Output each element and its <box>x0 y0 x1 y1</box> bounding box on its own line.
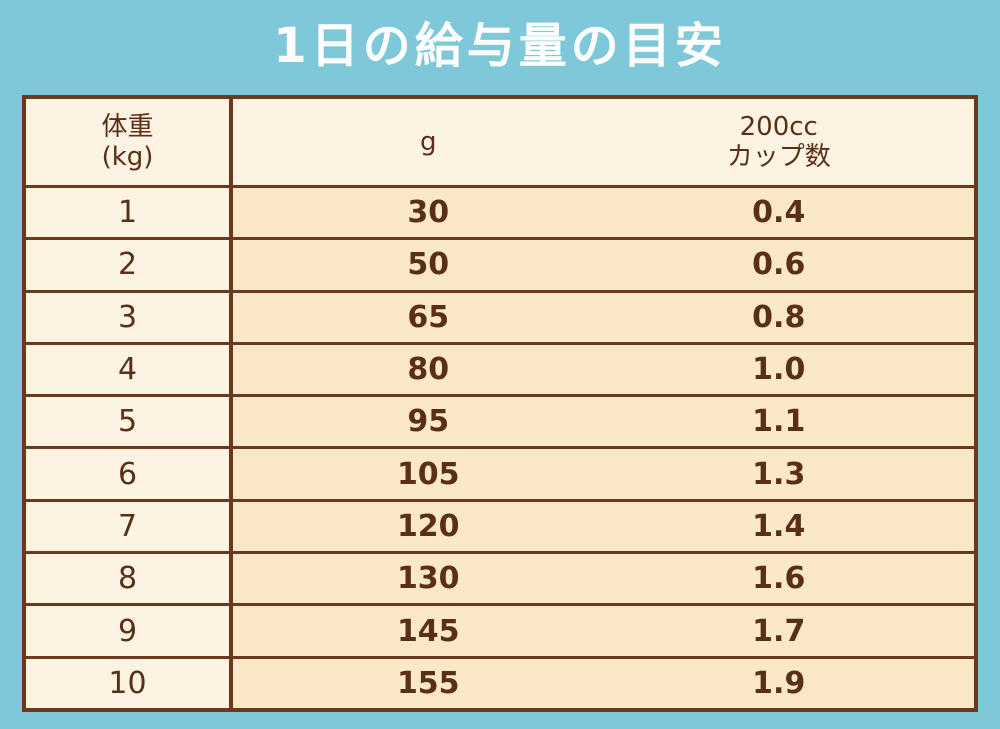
table-cell: 95 <box>233 394 604 447</box>
header-cell: g <box>233 99 604 185</box>
table-cell: 145 <box>233 603 604 656</box>
table-cell: 130 <box>233 551 604 604</box>
header-text: (kg) <box>101 142 154 172</box>
table-cell: 9 <box>26 603 233 656</box>
header-text: 200cc <box>739 112 818 142</box>
table-cell: 1.6 <box>603 551 974 604</box>
table-cell: 1.7 <box>603 603 974 656</box>
table-cell: 0.8 <box>603 289 974 342</box>
table: 体重 (kg) g 200cc カップ数 1 30 0.4 2 50 0.6 3 65 0.8 4 80 1.0… <box>22 95 978 712</box>
table-cell: 1 <box>26 185 233 238</box>
table-cell: 3 <box>26 289 233 342</box>
table-cell: 5 <box>26 394 233 447</box>
table-cell: 30 <box>233 185 604 238</box>
table-cell: 0.4 <box>603 185 974 238</box>
table-cell: 10 <box>26 655 233 708</box>
table-cell: 105 <box>233 446 604 499</box>
table-cell: 8 <box>26 551 233 604</box>
table-cell: 4 <box>26 341 233 395</box>
table-cell: 2 <box>26 237 233 290</box>
header-text: 体重 <box>101 112 154 142</box>
header-cell: 体重 (kg) <box>26 99 233 185</box>
table-cell: 1.0 <box>603 341 974 395</box>
table-cell: 1.4 <box>603 498 974 552</box>
table-cell: 7 <box>26 498 233 552</box>
table-cell: 1.1 <box>603 394 974 447</box>
header-cell: 200cc カップ数 <box>604 99 975 185</box>
header-text: カップ数 <box>726 142 831 172</box>
table-cell: 120 <box>233 498 604 552</box>
table-cell: 1.9 <box>603 655 974 708</box>
title: 1日の給与量の目安 <box>273 18 727 74</box>
table-cell: 155 <box>233 655 604 708</box>
header-text: g <box>419 127 437 157</box>
table-cell: 50 <box>233 237 604 290</box>
table-cell: 80 <box>233 341 604 395</box>
table-cell: 65 <box>233 289 604 342</box>
table-cell: 6 <box>26 446 233 499</box>
table-cell: 0.6 <box>603 237 974 290</box>
table-cell: 1.3 <box>603 446 974 499</box>
